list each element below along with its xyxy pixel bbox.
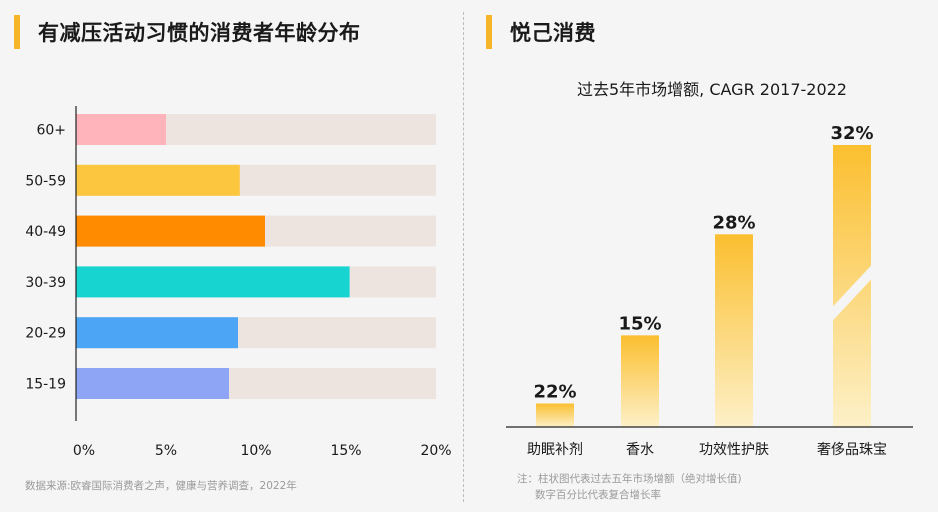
- bar-香水: [621, 335, 659, 427]
- panel-divider: [463, 12, 464, 502]
- chart-note-line-1: 注：柱状图代表过去五年市场增额（绝对增长值): [517, 473, 742, 485]
- bar-30-39: [76, 266, 350, 298]
- data-label: 15%: [618, 313, 661, 334]
- left-panel-title: 有减压活动习惯的消费者年龄分布: [14, 14, 361, 50]
- category-label: 50-59: [25, 173, 66, 189]
- data-label: 22%: [533, 382, 576, 403]
- axis-break-mark: [831, 263, 873, 323]
- x-tick-label: 20%: [420, 443, 451, 459]
- category-label: 奢侈品珠宝: [817, 442, 887, 458]
- title-accent-bar: [14, 15, 20, 49]
- chart-note-line-2: 数字百分比代表复合增长率: [535, 489, 661, 501]
- bar-助眠补剂: [536, 403, 574, 427]
- bar-功效性护肤: [715, 234, 753, 427]
- x-tick-label: 10%: [240, 443, 271, 459]
- category-label: 15-19: [25, 377, 66, 393]
- right-panel-title-text: 悦己消费: [510, 21, 596, 45]
- bar-40-49: [76, 215, 265, 247]
- category-label: 30-39: [25, 275, 66, 291]
- left-panel-title-text: 有减压活动习惯的消费者年龄分布: [38, 21, 361, 45]
- category-label: 香水: [626, 442, 654, 458]
- category-label: 20-29: [25, 326, 66, 342]
- bar-20-29: [76, 317, 238, 349]
- right-panel-title: 悦己消费: [486, 14, 596, 50]
- bar-15-19: [76, 368, 229, 399]
- chart-note: 注：柱状图代表过去五年市场增额（绝对增长值) 数字百分比代表复合增长率: [517, 471, 742, 503]
- category-label: 60+: [36, 123, 66, 139]
- title-accent-bar: [486, 15, 492, 49]
- x-tick-label: 15%: [330, 443, 361, 459]
- category-label: 40-49: [25, 224, 66, 240]
- x-tick-label: 0%: [73, 443, 95, 459]
- x-tick-label: 5%: [155, 443, 177, 459]
- bar-50-59: [76, 164, 240, 196]
- chart-subtitle: 过去5年市场增额, CAGR 2017-2022: [577, 80, 847, 99]
- data-label: 28%: [712, 212, 755, 233]
- category-label: 助眠补剂: [527, 442, 583, 458]
- source-note: 数据来源:欧睿国际消费者之声，健康与营养调查，2022年: [25, 480, 297, 492]
- data-label: 32%: [830, 123, 873, 144]
- category-label: 功效性护肤: [699, 442, 769, 458]
- bar-60+: [76, 114, 166, 145]
